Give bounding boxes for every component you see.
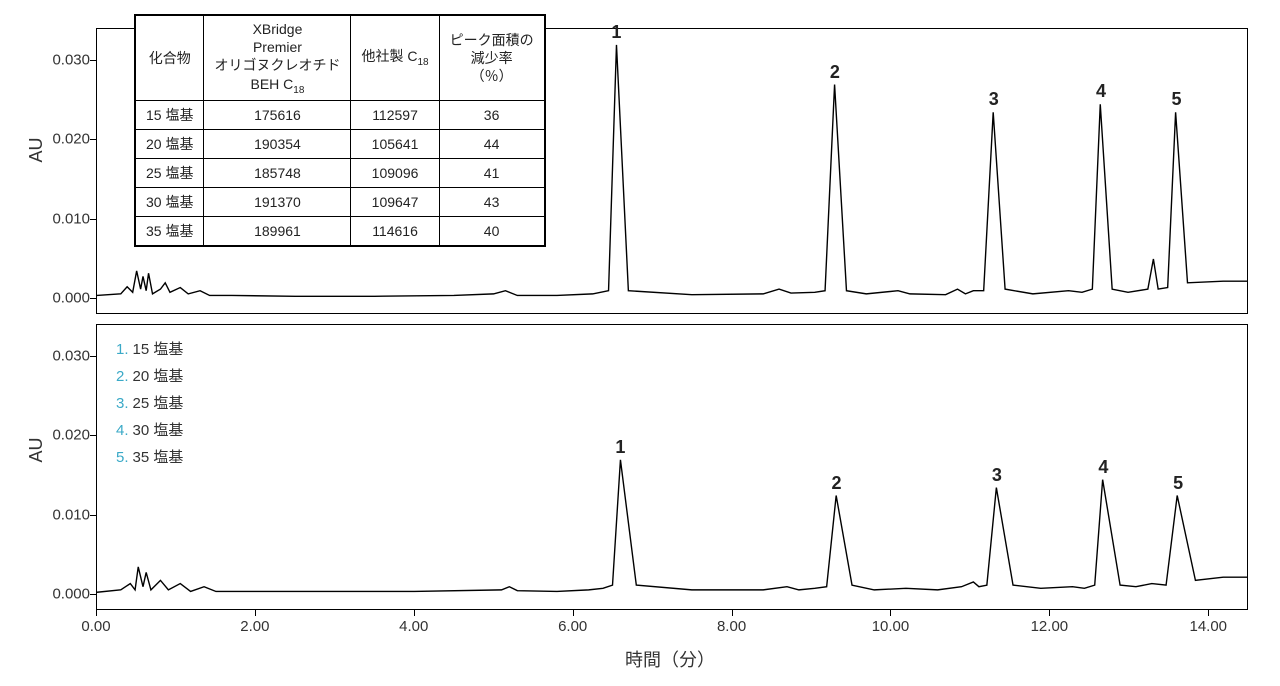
legend-label: 35 塩基	[133, 449, 184, 466]
legend-row: 4.30 塩基	[116, 419, 183, 440]
legend-row: 5.35 塩基	[116, 446, 183, 467]
x-tick-label: 0.00	[71, 618, 121, 635]
y-tick	[90, 139, 96, 140]
y-tick-label: 0.020	[30, 427, 90, 444]
table-cell: 44	[439, 130, 544, 159]
table-row: 30 塩基19137010964743	[136, 188, 545, 217]
peak-area-table: 化合物XBridgePremierオリゴヌクレオチドBEH C18他社製 C18…	[134, 14, 546, 247]
y-tick	[90, 219, 96, 220]
x-tick	[1049, 610, 1050, 616]
legend-row: 1.15 塩基	[116, 338, 183, 359]
table-cell: 112597	[351, 101, 439, 130]
legend-label: 20 塩基	[133, 368, 184, 385]
table-row: 20 塩基19035410564144	[136, 130, 545, 159]
legend-num: 4.	[116, 422, 129, 439]
x-tick-label: 10.00	[865, 618, 915, 635]
x-axis-title: 時間（分）	[570, 646, 770, 672]
table-cell: 191370	[204, 188, 351, 217]
table-cell: 36	[439, 101, 544, 130]
peak-label: 5	[1171, 89, 1181, 110]
table-cell: 185748	[204, 159, 351, 188]
table-cell: 190354	[204, 130, 351, 159]
legend-label: 25 塩基	[133, 395, 184, 412]
y-tick-label: 0.020	[30, 131, 90, 148]
table-row: 35 塩基18996111461640	[136, 217, 545, 246]
figure: AU AU 時間（分） 化合物XBridgePremierオリゴヌクレオチドBE…	[0, 0, 1280, 686]
x-tick-label: 14.00	[1183, 618, 1233, 635]
x-tick-label: 4.00	[389, 618, 439, 635]
peak-label: 2	[831, 473, 841, 494]
x-tick	[96, 610, 97, 616]
chromatogram-panel-bottom	[96, 324, 1248, 610]
legend-num: 2.	[116, 368, 129, 385]
x-tick-label: 12.00	[1024, 618, 1074, 635]
table-cell: 25 塩基	[136, 159, 204, 188]
table-cell: 189961	[204, 217, 351, 246]
peak-label: 1	[611, 22, 621, 43]
legend-num: 3.	[116, 395, 129, 412]
table-row: 25 塩基18574810909641	[136, 159, 545, 188]
y-tick	[90, 594, 96, 595]
y-axis-title-bottom: AU	[26, 410, 47, 490]
peak-label: 5	[1173, 473, 1183, 494]
table-cell: 114616	[351, 217, 439, 246]
y-tick-label: 0.000	[30, 290, 90, 307]
peak-label: 3	[992, 465, 1002, 486]
table-cell: 15 塩基	[136, 101, 204, 130]
x-tick	[890, 610, 891, 616]
peak-label: 3	[989, 89, 999, 110]
table-cell: 40	[439, 217, 544, 246]
x-tick	[414, 610, 415, 616]
y-tick-label: 0.030	[30, 51, 90, 68]
table-cell: 20 塩基	[136, 130, 204, 159]
table-row: 15 塩基17561611259736	[136, 101, 545, 130]
table-header-cell: ピーク面積の減少率（％）	[439, 16, 544, 101]
x-tick	[732, 610, 733, 616]
x-tick-label: 6.00	[548, 618, 598, 635]
table-cell: 175616	[204, 101, 351, 130]
y-tick	[90, 298, 96, 299]
table-cell: 30 塩基	[136, 188, 204, 217]
table-cell: 43	[439, 188, 544, 217]
peak-label: 2	[830, 62, 840, 83]
y-tick	[90, 356, 96, 357]
table-cell: 35 塩基	[136, 217, 204, 246]
peak-label: 4	[1098, 457, 1108, 478]
peak-label: 1	[615, 437, 625, 458]
y-tick	[90, 515, 96, 516]
legend-num: 1.	[116, 341, 129, 358]
y-tick-label: 0.000	[30, 586, 90, 603]
x-tick-label: 8.00	[707, 618, 757, 635]
y-tick	[90, 435, 96, 436]
y-tick-label: 0.010	[30, 210, 90, 227]
table-header-cell: 化合物	[136, 16, 204, 101]
y-tick	[90, 60, 96, 61]
peak-label: 4	[1096, 81, 1106, 102]
y-tick-label: 0.030	[30, 347, 90, 364]
table-header-cell: 他社製 C18	[351, 16, 439, 101]
x-tick-label: 2.00	[230, 618, 280, 635]
legend-num: 5.	[116, 449, 129, 466]
y-axis-title-top: AU	[26, 110, 47, 190]
legend-row: 2.20 塩基	[116, 365, 183, 386]
table-header-cell: XBridgePremierオリゴヌクレオチドBEH C18	[204, 16, 351, 101]
table-cell: 105641	[351, 130, 439, 159]
x-tick	[255, 610, 256, 616]
legend-row: 3.25 塩基	[116, 392, 183, 413]
legend-label: 30 塩基	[133, 422, 184, 439]
x-tick	[1208, 610, 1209, 616]
peak-legend: 1.15 塩基2.20 塩基3.25 塩基4.30 塩基5.35 塩基	[116, 338, 183, 473]
legend-label: 15 塩基	[133, 341, 184, 358]
table-cell: 109647	[351, 188, 439, 217]
chromatogram-trace-bottom	[97, 325, 1247, 611]
table-cell: 109096	[351, 159, 439, 188]
x-tick	[573, 610, 574, 616]
y-tick-label: 0.010	[30, 506, 90, 523]
table-cell: 41	[439, 159, 544, 188]
